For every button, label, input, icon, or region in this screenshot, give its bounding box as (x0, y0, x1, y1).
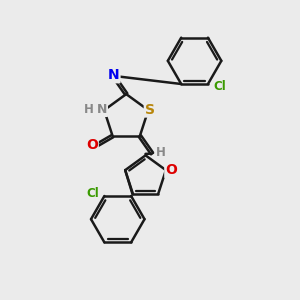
Text: S: S (145, 103, 155, 116)
Text: H: H (84, 103, 94, 116)
Text: Cl: Cl (86, 187, 99, 200)
Text: N: N (97, 103, 107, 116)
Text: N: N (108, 68, 119, 82)
Text: O: O (165, 163, 177, 177)
Text: O: O (86, 138, 98, 152)
Text: Cl: Cl (213, 80, 226, 94)
Text: H: H (155, 146, 165, 159)
